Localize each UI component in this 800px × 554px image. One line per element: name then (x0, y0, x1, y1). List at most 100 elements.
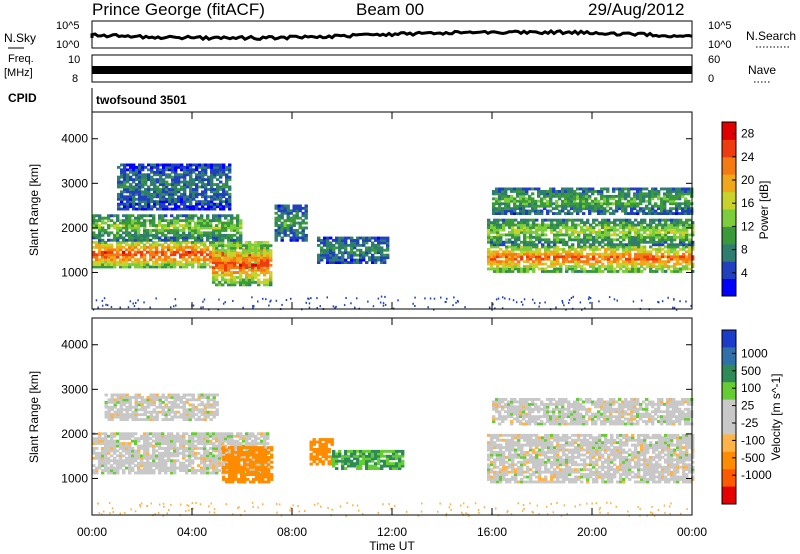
echo-cell (257, 246, 261, 250)
echo-cell (604, 247, 608, 251)
echo-cell (153, 190, 157, 194)
echo-cell (149, 456, 153, 460)
echo-cell (224, 469, 228, 472)
echo-cell (143, 238, 147, 242)
echo-cell (519, 207, 523, 211)
echo-cell (511, 226, 515, 229)
echo-cell (176, 231, 180, 235)
echo-cell (283, 206, 287, 210)
echo-cell (598, 300, 600, 303)
echo-cell (113, 226, 117, 230)
echo-cell (332, 239, 336, 242)
echo-cell (304, 209, 308, 213)
echo-cell (221, 263, 225, 267)
echo-cell (286, 226, 290, 230)
echo-cell (104, 454, 108, 458)
echo-cell (212, 261, 216, 265)
echo-cell (631, 245, 635, 249)
echo-cell (511, 233, 515, 237)
echo-cell (350, 256, 354, 260)
echo-cell (125, 400, 129, 404)
echo-cell (547, 243, 551, 247)
echo-cell (262, 297, 264, 300)
echo-cell (173, 243, 177, 247)
echo-cell (162, 170, 166, 174)
echo-cell (236, 229, 240, 232)
echo-cell (622, 245, 626, 249)
echo-cell (487, 238, 491, 242)
echo-cell (152, 214, 156, 218)
echo-cell (119, 437, 123, 441)
echo-cell (588, 194, 592, 198)
echo-cell (170, 464, 174, 468)
echo-cell (119, 393, 123, 397)
echo-cell (227, 432, 231, 436)
echo-cell (107, 439, 111, 443)
echo-cell (126, 190, 130, 194)
echo-cell (167, 447, 171, 450)
echo-cell (140, 469, 144, 472)
echo-cell (556, 218, 560, 222)
echo-cell (221, 266, 225, 270)
echo-cell (245, 255, 249, 259)
echo-cell (532, 218, 536, 222)
echo-cell (667, 265, 671, 268)
echo-cell (116, 432, 120, 436)
echo-cell (161, 219, 165, 223)
echo-cell (159, 188, 163, 191)
echo-cell (230, 276, 234, 279)
echo-cell (221, 236, 225, 240)
echo-cell (251, 276, 255, 279)
echo-cell (198, 207, 202, 211)
echo-cell (655, 223, 659, 227)
echo-cell (110, 459, 114, 463)
echo-cell (168, 188, 172, 191)
echo-cell (595, 270, 599, 273)
echo-cell (131, 226, 135, 230)
echo-cell (292, 221, 296, 225)
echo-cell (135, 173, 139, 177)
echo-cell (372, 305, 375, 308)
echo-cell (239, 241, 243, 244)
echo-cell (356, 258, 360, 262)
echo-cell (582, 194, 586, 198)
echo-cell (538, 223, 542, 227)
echo-cell (194, 253, 198, 257)
echo-cell (182, 231, 186, 235)
echo-cell (580, 228, 584, 232)
echo-cell (633, 202, 637, 206)
echo-cell (122, 258, 126, 262)
echo-cell (260, 246, 264, 250)
echo-cell (634, 245, 638, 249)
echo-cell (134, 241, 138, 244)
echo-cell (654, 204, 658, 208)
echo-cell (601, 218, 605, 222)
echo-cell (490, 226, 494, 229)
echo-cell (301, 214, 305, 218)
echo-cell (589, 223, 593, 227)
echo-cell (648, 199, 652, 203)
echo-cell (228, 192, 232, 196)
echo-cell (630, 202, 634, 206)
echo-cell (210, 205, 214, 209)
echo-cell (523, 252, 527, 256)
echo-cell (625, 247, 629, 251)
echo-cell (183, 190, 187, 194)
echo-cell (218, 461, 222, 465)
echo-cell (104, 245, 108, 249)
echo-cell (191, 219, 195, 223)
echo-cell (598, 255, 602, 259)
echo-cell (138, 200, 142, 204)
echo-cell (131, 461, 135, 465)
echo-cell (215, 283, 219, 287)
echo-cell (497, 297, 500, 300)
echo-cell (233, 283, 237, 287)
echo-cell (664, 260, 668, 264)
echo-cell (194, 260, 198, 264)
echo-cell (567, 212, 571, 215)
echo-cell (152, 250, 156, 254)
echo-cell (150, 205, 154, 209)
echo-cell (493, 240, 497, 244)
echo-cell (245, 444, 249, 448)
echo-cell (386, 236, 390, 240)
